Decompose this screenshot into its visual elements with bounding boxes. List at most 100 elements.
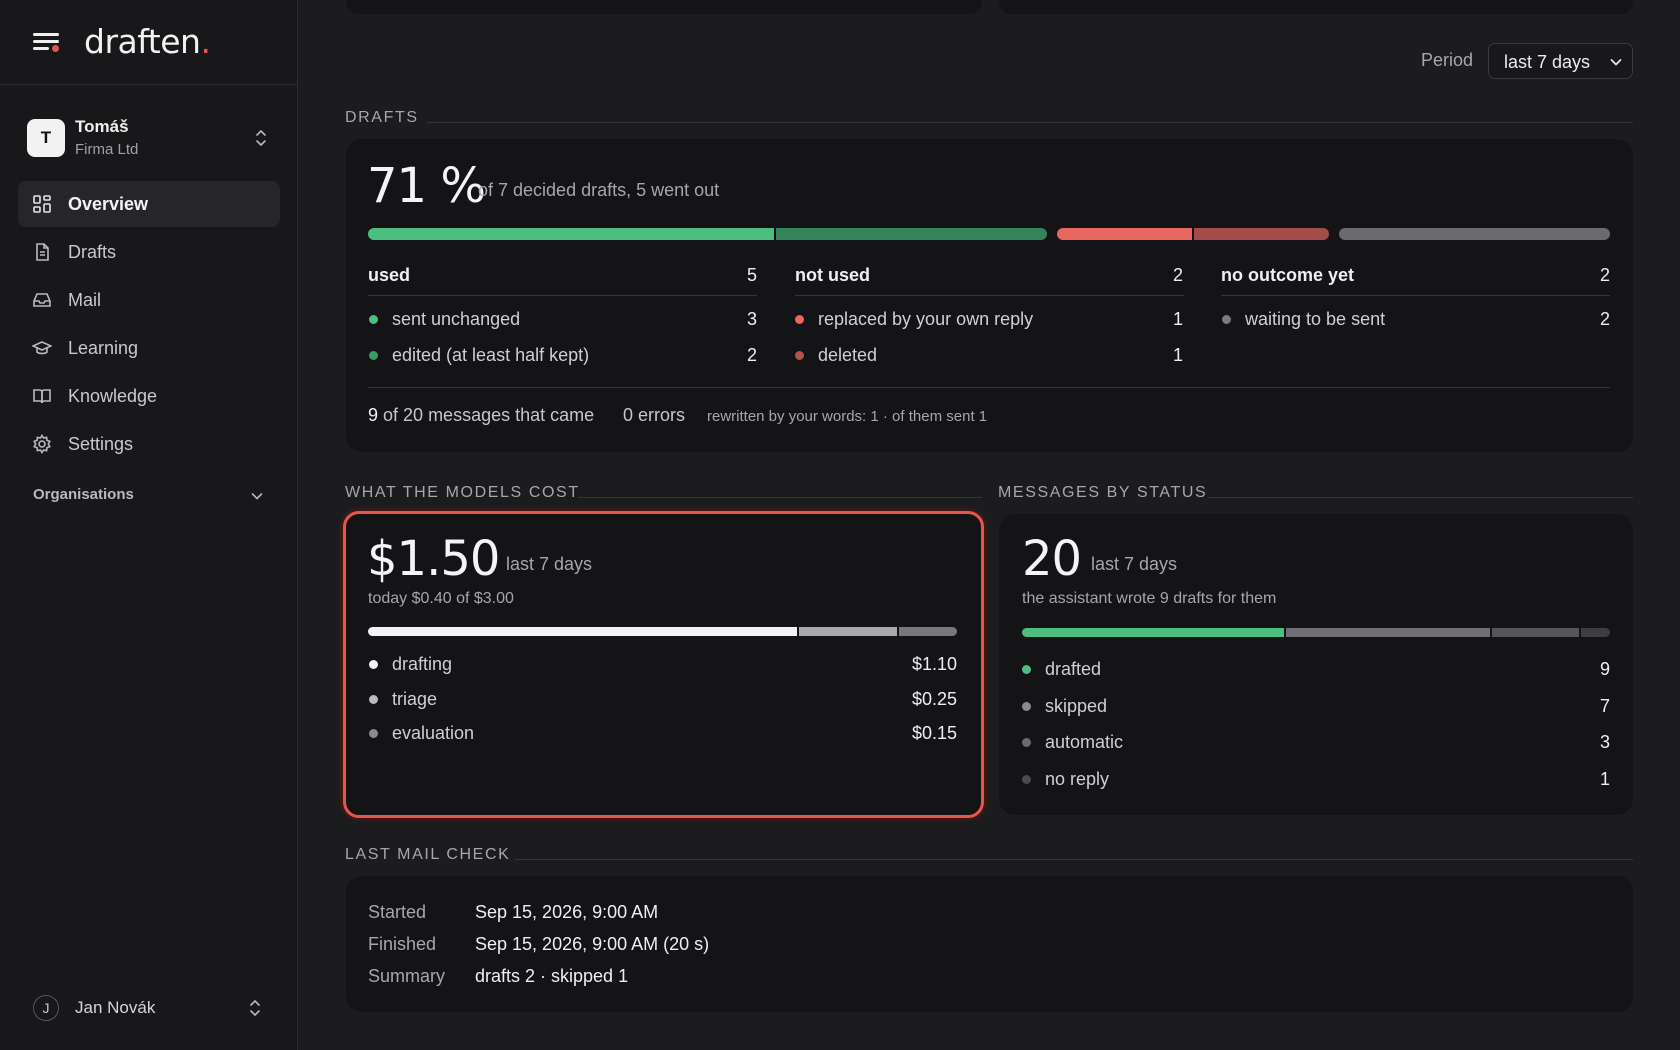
section-divider	[578, 497, 982, 498]
list-item-value: $0.25	[911, 689, 957, 709]
mail-check-value: Sep 15, 2026, 9:00 AM	[475, 902, 659, 922]
bar-segment-evaluation	[898, 627, 957, 636]
section-divider	[427, 122, 1633, 123]
status-dot	[795, 351, 804, 360]
brand-header: draften.	[0, 0, 298, 85]
status-dot	[369, 351, 378, 360]
account-avatar: T	[27, 119, 65, 157]
list-item-value: 1	[1172, 309, 1183, 329]
drafts-column-not-used-count: 2	[1172, 265, 1183, 285]
sidebar-nav: Overview Drafts Mail Learning Knowledge …	[18, 181, 280, 469]
sidebar-item-mail[interactable]: Mail	[18, 277, 280, 323]
status-period: last 7 days	[1091, 554, 1178, 574]
organisations-toggle[interactable]: Organisations	[33, 486, 263, 508]
account-name: Tomáš	[75, 117, 129, 136]
status-dot	[369, 660, 378, 669]
list-item-label: triage	[392, 689, 438, 709]
book-icon	[33, 389, 51, 404]
chevron-up-down-icon	[256, 130, 266, 146]
section-label-mail-check: LAST MAIL CHECK	[345, 846, 511, 863]
sidebar-item-drafts[interactable]: Drafts	[18, 229, 280, 275]
drafts-footer-rewritten: rewritten by your words: 1 · of them sen…	[707, 408, 988, 425]
sidebar-item-label: Settings	[68, 434, 134, 454]
previous-card-bottom	[346, 0, 982, 14]
column-divider	[368, 295, 757, 296]
list-item-value: 3	[1599, 732, 1610, 752]
drafts-column-used-count: 5	[746, 265, 757, 285]
bar-segment-waiting-to-be-sent	[1339, 228, 1610, 240]
logo[interactable]: draften.	[84, 22, 211, 61]
user-name: Jan Novák	[75, 998, 156, 1017]
sidebar-item-label: Mail	[68, 290, 102, 310]
sidebar-item-learning[interactable]: Learning	[18, 325, 280, 371]
status-subtitle: the assistant wrote 9 drafts for them	[1022, 590, 1277, 607]
list-item-label: automatic	[1045, 732, 1124, 752]
previous-card-bottom	[999, 0, 1633, 14]
sidebar-item-knowledge[interactable]: Knowledge	[18, 373, 280, 419]
bar-segment-automatic	[1491, 628, 1579, 637]
sidebar-item-label: Drafts	[68, 242, 117, 262]
list-item-label: no reply	[1045, 769, 1110, 789]
list-item-value: 9	[1599, 659, 1610, 679]
list-item-label: deleted	[818, 345, 878, 365]
drafts-bar	[368, 228, 1610, 240]
bar-segment-drafting	[368, 627, 797, 636]
drafts-footer-divider	[368, 387, 1610, 388]
graduation-cap-icon	[32, 341, 52, 355]
bar-segment-skipped	[1285, 628, 1490, 637]
document-icon	[36, 243, 49, 261]
period-label: Period	[1421, 50, 1474, 70]
status-dot	[795, 315, 804, 324]
status-bar	[1022, 628, 1610, 637]
status-dot	[1022, 775, 1031, 784]
list-item-label: replaced by your own reply	[818, 309, 1034, 329]
chevron-up-down-icon	[250, 1000, 260, 1016]
cost-period: last 7 days	[506, 554, 593, 574]
account-switcher[interactable]: T Tomáš Firma Ltd	[27, 115, 273, 161]
bar-segment-drafted	[1022, 628, 1284, 637]
list-item-label: sent unchanged	[392, 309, 521, 329]
status-count: 20	[1022, 531, 1082, 587]
column-divider	[1221, 295, 1610, 296]
list-item-value: $1.10	[911, 654, 957, 674]
cost-card[interactable]	[343, 511, 984, 818]
organisations-label: Organisations	[33, 486, 134, 503]
cost-today: today $0.40 of $3.00	[368, 590, 514, 607]
menu-icon[interactable]	[33, 31, 61, 53]
gear-icon	[33, 434, 51, 454]
drafts-footer-errors: 0 errors	[623, 405, 686, 425]
list-item-value: 2	[746, 345, 757, 365]
mail-check-card	[346, 876, 1633, 1012]
user-menu[interactable]: J Jan Novák	[33, 993, 263, 1023]
avatar: J	[33, 995, 59, 1021]
sidebar-item-label: Knowledge	[68, 386, 158, 406]
grid-icon	[33, 195, 51, 213]
status-dot	[1022, 738, 1031, 747]
list-item-label: skipped	[1045, 696, 1108, 716]
section-divider	[1208, 497, 1633, 498]
mail-check-key: Finished	[368, 934, 437, 954]
list-item-label: waiting to be sent	[1245, 309, 1386, 329]
drafts-column-used-title: used	[368, 265, 411, 285]
mail-check-value: drafts 2 · skipped 1	[475, 966, 629, 986]
list-item-value: 1	[1599, 769, 1610, 789]
mail-check-key: Started	[368, 902, 427, 922]
period-select[interactable]: last 7 days	[1488, 43, 1633, 79]
bar-segment-no-reply	[1580, 628, 1610, 637]
chevron-down-icon	[251, 493, 263, 500]
cost-bar	[368, 627, 957, 636]
list-item-label: drafted	[1045, 659, 1102, 679]
bar-segment-deleted	[1194, 228, 1330, 240]
list-item-value: 1	[1172, 345, 1183, 365]
list-item-value: 7	[1599, 696, 1610, 716]
list-item-value: 2	[1599, 309, 1610, 329]
inbox-icon	[33, 293, 51, 307]
status-card	[999, 514, 1633, 815]
sidebar-item-overview[interactable]: Overview	[18, 181, 280, 227]
drafts-column-not-used-title: not used	[795, 265, 870, 285]
bar-segment-edited-at-least-half-kept-	[776, 228, 1047, 240]
drafts-footer-messages: 9 of 20 messages that came	[368, 405, 595, 425]
sidebar-item-settings[interactable]: Settings	[18, 421, 280, 467]
list-item-value: $0.15	[911, 723, 957, 743]
bar-segment-replaced-by-your-own-reply	[1056, 228, 1192, 240]
